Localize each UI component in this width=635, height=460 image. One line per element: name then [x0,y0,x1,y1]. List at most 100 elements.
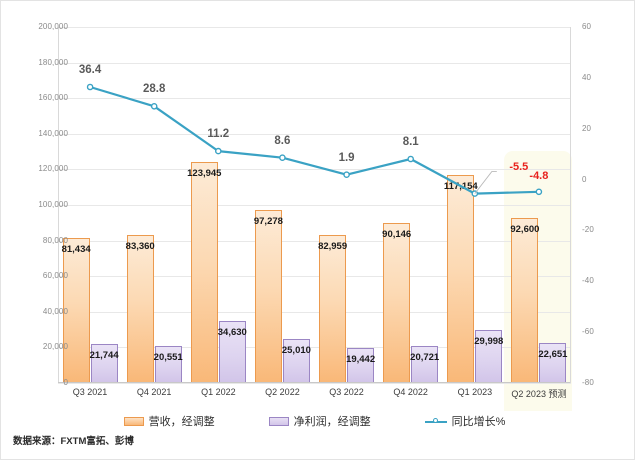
legend-label-profit: 净利润，经调整 [293,416,371,428]
y-tick-left: 200,000 [38,22,68,31]
growth-value-label: 28.8 [142,83,166,96]
profit-bar-label: 22,651 [538,348,568,360]
revenue-bar-label: 82,959 [318,241,348,253]
y-tick-left: 0 [63,378,68,387]
growth-line-marker[interactable] [343,171,350,178]
y-tick-right: 60 [582,22,592,31]
profit-bar[interactable] [411,346,439,383]
x-axis-label: Q3 2021 [72,387,108,397]
profit-bar-label: 29,998 [474,335,504,347]
profit-bar[interactable] [539,342,567,383]
gridline [58,276,571,278]
growth-line-path [89,85,539,195]
profit-bar-label: 25,010 [281,344,311,356]
revenue-bar[interactable] [447,174,475,383]
y-tick-left: 40,000 [42,306,68,316]
growth-line-marker[interactable] [86,83,94,91]
profit-bar-label: 34,630 [217,327,247,339]
x-axis-label: Q4 2021 [136,387,172,397]
x-axis-label: Q1 2023 [457,387,493,397]
growth-line-marker[interactable] [150,103,158,110]
revenue-swatch-icon [123,416,144,426]
y-tick-left: 180,000 [38,57,68,67]
x-axis-line [58,382,571,383]
profit-swatch-icon [268,416,289,426]
growth-value-label: 8.6 [274,134,291,147]
revenue-bar[interactable] [383,222,411,383]
y-tick-right: 40 [582,72,592,82]
gridline [58,133,571,135]
profit-bar-label: 20,721 [410,352,440,364]
y-tick-left: 100,000 [38,200,68,209]
growth-line-marker[interactable] [214,147,222,155]
profit-bar-label: 19,442 [346,354,376,366]
growth-value-label: -5.5 [509,160,529,173]
revenue-bar[interactable] [319,235,347,383]
y-tick-left: 160,000 [38,93,68,103]
revenue-bar-label: 83,360 [125,240,155,252]
source-note: 数据来源：FXTM富拓、彭博 [13,436,134,447]
y-axis-right-line [570,27,571,383]
gridline [58,169,571,171]
growth-value-label: 11.2 [207,128,230,141]
legend-item-growth[interactable]: 同比增长% [424,413,506,429]
profit-bar[interactable] [218,321,246,383]
y-tick-right: 0 [582,174,587,184]
growth-value-label: -4.8 [529,169,549,182]
x-axis-labels: Q3 2021 Q4 2021 Q1 2022 Q2 2022 Q3 2022 Q4 20… [58,387,571,407]
revenue-bar[interactable] [62,238,90,383]
growth-line-marker[interactable] [535,188,543,196]
revenue-bar-label: 81,434 [61,244,91,255]
gridline [58,383,571,384]
plot-area: 81,434 21,744 83,360 20,551 123,945 34,630 97,… [58,27,571,384]
x-axis-label: Q3 2022 [329,387,364,397]
y-tick-right: -80 [582,378,594,387]
growth-line-series [86,83,543,197]
revenue-bar[interactable] [190,162,218,383]
profit-bar[interactable] [282,338,310,383]
x-axis-label: Q2 2023 预测 [511,389,567,399]
gridline [58,311,571,313]
callout-leader-line [474,171,497,194]
revenue-bar[interactable] [254,209,282,383]
revenue-bar-label: 92,600 [510,224,540,236]
gridline [58,347,571,349]
y-tick-right: -20 [582,225,594,235]
y-tick-right: -40 [582,276,594,286]
growth-line-marker[interactable] [407,155,415,163]
gridline [58,240,571,242]
x-axis-label: Q1 2022 [201,387,236,397]
growth-value-label: 1.9 [338,151,355,164]
gridline [58,27,571,28]
y-tick-left: 120,000 [38,164,68,174]
revenue-bar[interactable] [126,234,154,383]
gridline [58,98,571,100]
gridline [58,205,571,206]
y-tick-right: 20 [582,123,592,133]
revenue-bar-label: 97,278 [253,215,283,227]
growth-value-label: 36.4 [78,64,102,76]
profit-bar[interactable] [90,344,118,383]
x-axis-label: Q4 2022 [393,387,428,397]
legend-item-profit[interactable]: 净利润，经调整 [268,413,371,429]
y-tick-left: 60,000 [42,271,68,281]
growth-line-marker[interactable] [279,154,286,161]
y-tick-left: 20,000 [42,342,68,352]
gridline [58,62,571,64]
profit-bar-label: 21,744 [89,350,119,362]
legend-item-revenue[interactable]: 营收，经调整 [123,413,215,429]
chart-legend: 营收，经调整 净利润，经调整 同比增长% [58,411,571,431]
y-tick-left: 80,000 [42,235,68,245]
profit-bar[interactable] [347,348,375,383]
revenue-bar-label: 90,146 [382,228,412,240]
growth-value-label: 8.1 [402,136,419,148]
y-axis-left-line [58,27,59,383]
revenue-bar[interactable] [511,218,539,383]
growth-line-swatch-icon [424,417,447,426]
x-axis-label: Q2 2022 [265,387,300,397]
profit-bar-label: 20,551 [153,352,183,364]
legend-label-growth: 同比增长% [451,416,506,428]
y-tick-right: -60 [582,327,594,337]
y-tick-left: 140,000 [38,128,68,138]
